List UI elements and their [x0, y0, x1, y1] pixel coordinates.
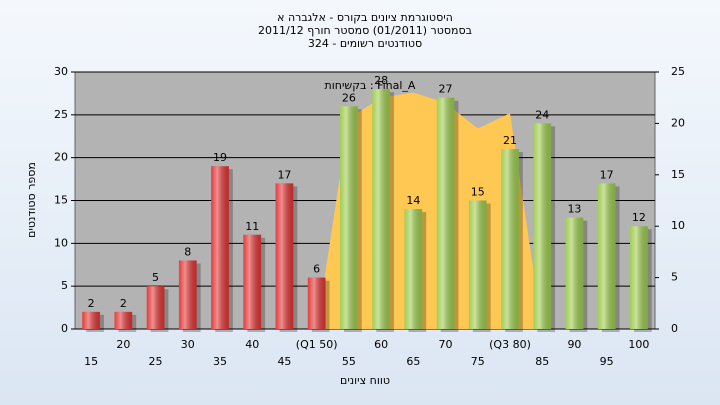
y-tick-label: 30 — [54, 65, 68, 78]
bar-shine — [436, 97, 455, 329]
y-tick-label: 20 — [54, 151, 68, 164]
data-label: 14 — [406, 194, 420, 207]
data-label: 26 — [342, 91, 356, 104]
x-tick-label: 55 — [342, 355, 356, 368]
x-tick-label: 100 — [628, 338, 649, 351]
data-label: 24 — [535, 108, 549, 121]
y-tick-label: 25 — [54, 108, 68, 121]
data-label: 21 — [503, 134, 517, 147]
data-label: 2 — [88, 297, 95, 310]
x-tick-label: 35 — [213, 355, 227, 368]
y2-tick-label: 5 — [671, 271, 678, 284]
y2-tick-label: 20 — [671, 116, 685, 129]
legend-label: בקשיחות : Final_A — [325, 79, 416, 92]
x-tick-label: 65 — [406, 355, 420, 368]
bar-shine — [597, 183, 616, 329]
bar-shine — [243, 234, 262, 329]
x-tick-label: 15 — [84, 355, 98, 368]
bar-shine — [178, 260, 197, 329]
bar-shine — [340, 106, 358, 330]
bar-shine — [211, 166, 229, 329]
y-axis-label: מספר סטודנטים — [25, 162, 38, 238]
chart-title: היסטוגרמת ציונים בקורס - אלגברה א — [277, 11, 453, 24]
data-label: 17 — [600, 168, 614, 181]
bar-shine — [533, 123, 552, 330]
y2-tick-label: 15 — [671, 168, 685, 181]
y2-tick-label: 10 — [671, 219, 685, 232]
bar-shine — [404, 209, 423, 329]
data-label: 27 — [439, 83, 453, 96]
x-axis-label: טווח ציונים — [340, 374, 390, 387]
x-tick-label: 20 — [116, 338, 130, 351]
chart-subtitle: בסמסטר (01/2011) סמסטר חורף 2011/12 — [258, 24, 472, 37]
bar-shine — [501, 149, 519, 329]
x-tick-label: 75 — [471, 355, 485, 368]
data-label: 19 — [213, 151, 227, 164]
data-label: 6 — [313, 263, 320, 276]
x-tick-label: 70 — [439, 338, 453, 351]
bar-shine — [82, 311, 100, 329]
bar-shine — [468, 200, 487, 329]
data-label: 11 — [245, 220, 259, 233]
data-label: 15 — [471, 186, 485, 199]
bar-shine — [630, 226, 648, 329]
data-label: 2 — [120, 297, 127, 310]
y-tick-label: 5 — [61, 279, 68, 292]
x-tick-label: 30 — [181, 338, 195, 351]
x-tick-label: 90 — [567, 338, 581, 351]
x-tick-label: (Q1 50) — [296, 338, 338, 351]
data-label: 28 — [374, 74, 388, 87]
data-label: 8 — [184, 245, 191, 258]
data-label: 13 — [567, 203, 581, 216]
x-tick-label: 25 — [149, 355, 163, 368]
bar-shine — [114, 311, 133, 329]
bar-shine — [275, 183, 294, 329]
x-tick-label: (Q3 80) — [489, 338, 531, 351]
data-label: 5 — [152, 271, 159, 284]
data-label: 12 — [632, 211, 646, 224]
y2-tick-label: 25 — [671, 65, 685, 78]
y-tick-label: 10 — [54, 236, 68, 249]
y2-tick-label: 0 — [671, 322, 678, 335]
bar-shine — [307, 277, 326, 329]
x-tick-label: 60 — [374, 338, 388, 351]
y-tick-label: 15 — [54, 194, 68, 207]
x-tick-label: 85 — [535, 355, 549, 368]
bar-shine — [372, 89, 390, 329]
x-tick-label: 40 — [245, 338, 259, 351]
data-label: 17 — [277, 168, 291, 181]
x-tick-label: 45 — [277, 355, 291, 368]
y-tick-label: 0 — [61, 322, 68, 335]
x-tick-label: 95 — [600, 355, 614, 368]
bar-shine — [146, 286, 165, 329]
bar-shine — [565, 217, 584, 329]
chart-subtitle: 324 - סטודנטים רשומים — [308, 37, 422, 50]
